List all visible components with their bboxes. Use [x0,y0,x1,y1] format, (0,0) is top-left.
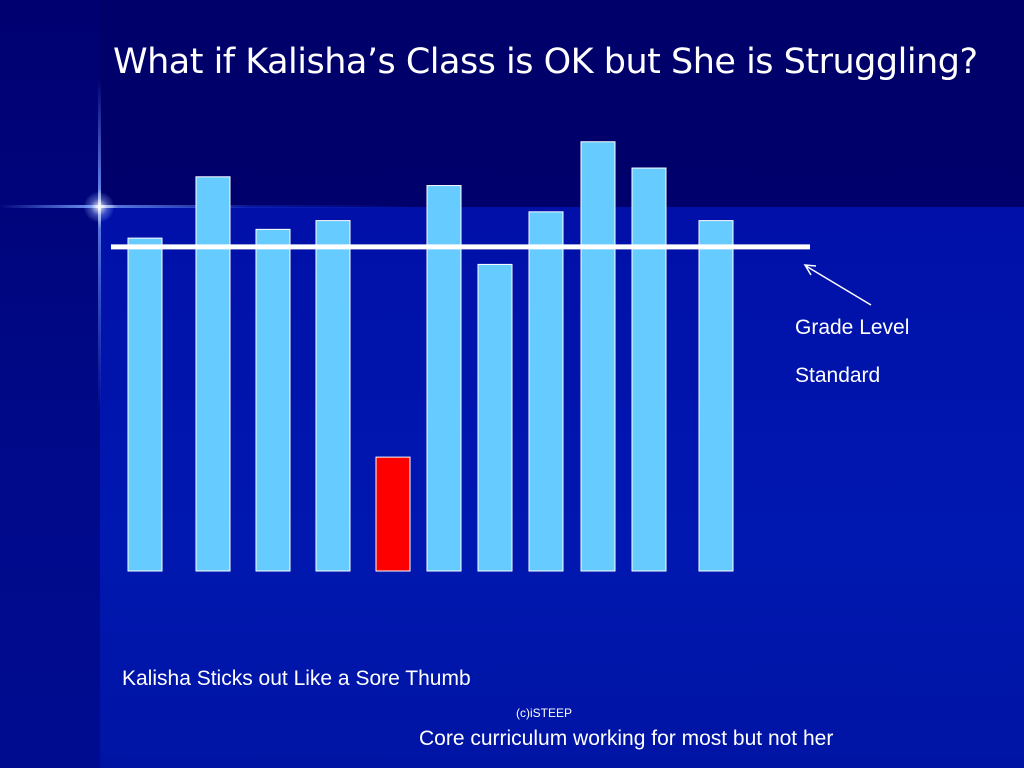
bar-10 [631,167,667,572]
annotation-arrow-line [805,265,872,306]
bar-8 [528,211,564,572]
subcaption-text: Core curriculum working for most but not… [419,727,834,750]
sparkle-glow-decoration [84,192,114,222]
bar-9 [580,141,616,572]
bar-kalisha [375,456,411,572]
bar-4 [315,220,351,572]
standard-label: Standard [795,364,881,387]
copyright-text: (c)iSTEEP [516,706,573,720]
grade-level-label: Grade Level [795,316,910,339]
bar-6 [426,185,462,572]
bar-7 [477,263,513,572]
bar-3 [255,228,291,572]
sparkle-vertical-decoration [98,80,101,410]
background-panel-left [0,0,100,768]
slide-title: What if Kalisha’s Class is OK but She is… [113,42,978,82]
bar-2 [195,176,231,572]
caption-text: Kalisha Sticks out Like a Sore Thumb [122,667,471,690]
bar-11 [698,220,734,572]
bars-group [127,141,734,572]
reference-line-group [111,244,872,306]
bar-1 [127,237,163,572]
annotation-arrowhead [803,264,817,276]
